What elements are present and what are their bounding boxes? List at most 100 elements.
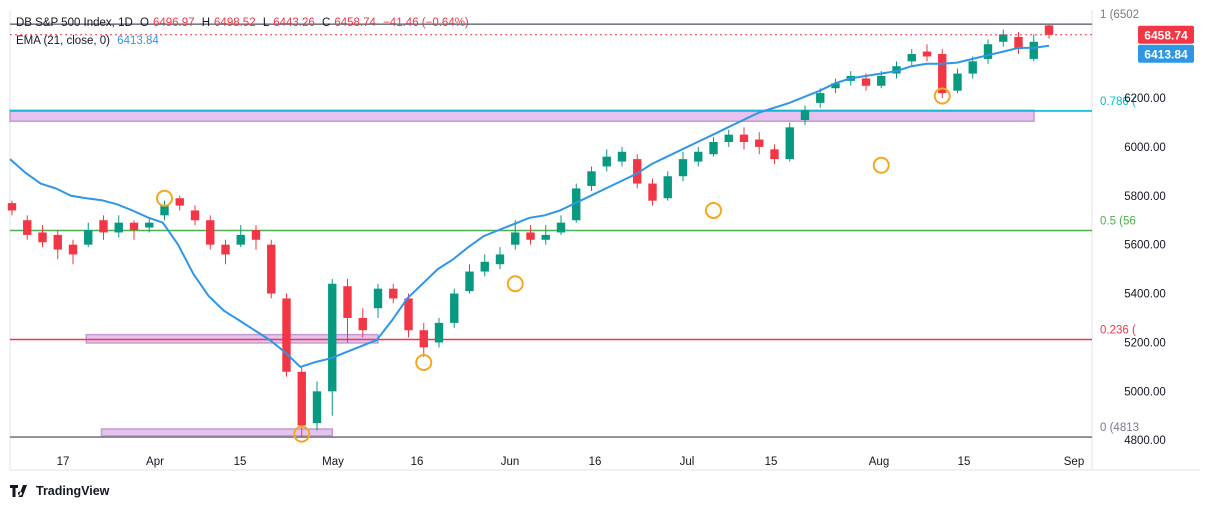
low-label: L	[262, 17, 270, 29]
candle-body	[129, 222, 139, 230]
symbol-label[interactable]: DB S&P 500 Index, 1D	[16, 17, 133, 29]
candle-body	[892, 66, 901, 74]
candle-body	[1029, 41, 1038, 59]
time-axis[interactable]: 17 Apr 15 May 16 Jun 16 Jul 15 Aug 15 Sep	[57, 456, 1085, 468]
candle-body	[99, 220, 108, 233]
candle-body	[739, 134, 749, 142]
marker-circle	[506, 275, 524, 293]
candle-body	[236, 234, 245, 245]
markers-layer	[156, 87, 951, 443]
ema-label[interactable]: EMA (21, close, 0)	[16, 35, 110, 47]
x-tick-label: 16	[411, 456, 424, 468]
candle-body	[1014, 36, 1023, 50]
candle-body	[938, 54, 947, 94]
x-tick-label: Jun	[501, 456, 520, 468]
fib-label: 0.236 (	[1100, 325, 1136, 337]
candle-body	[648, 183, 657, 201]
candle-body	[267, 244, 276, 294]
x-tick-label: Apr	[146, 456, 164, 468]
fib-label: 0.786 (	[1100, 96, 1136, 108]
candle-body	[38, 232, 47, 243]
candle-body	[556, 222, 566, 233]
y-tick-label: 4800.00	[1124, 435, 1166, 447]
x-tick-label: May	[322, 456, 344, 468]
candle-body	[663, 176, 672, 199]
candle-body	[800, 110, 810, 120]
candle-body	[190, 210, 200, 221]
candle-body	[861, 78, 871, 86]
ema-price-label: 6413.84	[1144, 47, 1188, 61]
candle-body	[7, 203, 17, 211]
x-tick-label: 17	[57, 456, 70, 468]
high-label: H	[201, 17, 211, 29]
zone-box	[100, 428, 333, 437]
candle-body	[999, 34, 1008, 42]
candle-body	[1044, 25, 1054, 35]
candle-body	[404, 298, 413, 331]
marker-circle	[293, 425, 311, 443]
candle-body	[465, 271, 474, 292]
x-tick-label: 16	[589, 456, 602, 468]
candle-body	[419, 330, 428, 348]
close-value: 6458.74	[334, 17, 376, 29]
marker-circle	[415, 353, 433, 371]
ema-line	[9, 44, 1050, 369]
candle-body	[114, 222, 123, 233]
candle-body	[953, 73, 962, 91]
x-tick-label: 15	[234, 456, 247, 468]
x-tick-label: Sep	[1064, 456, 1084, 468]
candle-body	[145, 222, 154, 228]
y-tick-label: 6200.00	[1124, 93, 1166, 105]
ema-value: 6413.84	[117, 35, 159, 47]
candle-body	[785, 127, 794, 160]
candle-body	[724, 134, 733, 142]
candle-body	[709, 142, 718, 155]
fib-label: 0 (4813	[1100, 422, 1139, 434]
candles-layer	[7, 25, 1054, 438]
price-label: 6458.74	[1144, 28, 1188, 42]
y-tick-label: 5400.00	[1124, 289, 1166, 301]
candle-body	[389, 288, 398, 299]
candle-body	[983, 44, 993, 59]
ema-label-box	[1138, 44, 1194, 63]
candle-body	[160, 205, 169, 216]
y-tick-label: 5800.00	[1124, 191, 1166, 203]
high-value: 6498.52	[214, 17, 256, 29]
candle-body	[328, 283, 337, 392]
candle-body	[206, 220, 215, 245]
candle-body	[816, 93, 825, 103]
change-value: −41.46 (−0.64%)	[383, 17, 469, 29]
candle-body	[541, 234, 550, 240]
candle-body	[282, 298, 291, 372]
candle-body	[450, 293, 459, 323]
legend-main: DB S&P 500 Index, 1D O 6496.97 H 6498.52 L…	[16, 17, 473, 29]
legend-ema: EMA (21, close, 0) 6413.84	[16, 35, 163, 47]
candle-body	[572, 188, 581, 221]
candle-body	[480, 261, 489, 272]
candle-body	[831, 83, 840, 89]
candle-body	[221, 244, 230, 255]
brand-label: TradingView	[36, 484, 110, 498]
marker-circle	[933, 87, 951, 105]
price-axis[interactable]: 4800.00 5000.00 5200.00 5400.00 5600.00 5800.…	[1124, 25, 1194, 447]
candle-body	[373, 288, 383, 309]
marker-circle	[705, 201, 722, 219]
candle-body	[602, 156, 611, 167]
candle-body	[617, 151, 627, 162]
tradingview-logo[interactable]: TradingView	[10, 484, 109, 498]
candle-body	[770, 149, 779, 160]
fib-levels-layer: 1 (6502 0.786 (0.5 (56 0.236 (0 (4813	[10, 9, 1139, 438]
open-value: 6496.97	[152, 17, 195, 29]
candle-body	[53, 234, 62, 250]
candle-body	[877, 76, 886, 86]
marker-circle	[872, 156, 890, 174]
price-label-box	[1138, 25, 1194, 44]
y-tick-label: 5000.00	[1124, 386, 1166, 398]
marker-circle	[156, 189, 173, 207]
candle-body	[526, 232, 535, 240]
y-tick-label: 5200.00	[1124, 337, 1166, 349]
fib-label: 0.5 (56	[1100, 215, 1136, 227]
